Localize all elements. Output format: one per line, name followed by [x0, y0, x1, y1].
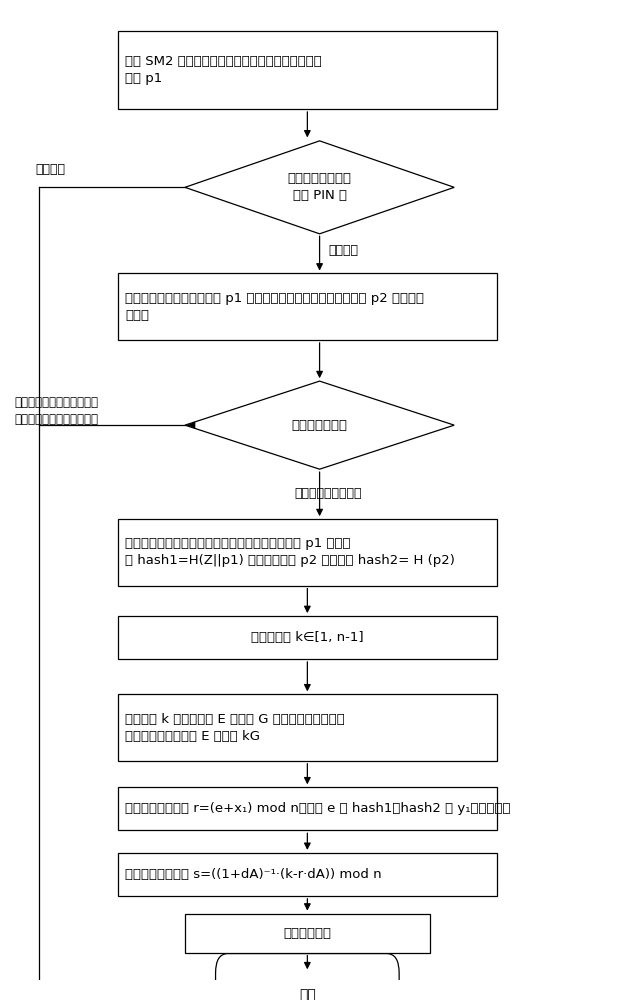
- Text: 输出签名结果: 输出签名结果: [283, 927, 331, 940]
- FancyBboxPatch shape: [216, 954, 399, 1000]
- FancyBboxPatch shape: [185, 914, 430, 953]
- FancyBboxPatch shape: [117, 519, 497, 586]
- FancyBboxPatch shape: [117, 31, 497, 109]
- Text: 检测到确认按键信号: 检测到确认按键信号: [294, 487, 362, 500]
- Polygon shape: [185, 381, 454, 469]
- Text: 数字签名装置计算 r=(e+x₁) mod n，其中 e 为 hash1、hash2 和 y₁的线性组合: 数字签名装置计算 r=(e+x₁) mod n，其中 e 为 hash1、has…: [125, 802, 510, 815]
- Text: 数字签名装置验证
用户 PIN 码: 数字签名装置验证 用户 PIN 码: [287, 172, 352, 202]
- Text: 结束: 结束: [299, 988, 316, 1000]
- Text: 验证通过: 验证通过: [329, 244, 359, 257]
- Text: 利用哈希算法分别计算该用户银行交易信息的报文 p1 的哈希
值 hash1=H(Z||p1) 以及交易信息 p2 的哈希值 hash2= H (p2): 利用哈希算法分别计算该用户银行交易信息的报文 p1 的哈希 值 hash1=H(…: [125, 537, 455, 567]
- Text: 是否接收到信号: 是否接收到信号: [292, 419, 347, 432]
- Text: 验证失败: 验证失败: [35, 163, 65, 176]
- Text: 生成随机数 k∈[1, n-1]: 生成随机数 k∈[1, n-1]: [251, 631, 363, 644]
- FancyBboxPatch shape: [117, 273, 497, 340]
- Text: 将随机数 k 与椭圆曲线 E 的基点 G 做椭圆曲线的点乘运
算，以得到椭圆曲线 E 上的点 kG: 将随机数 k 与椭圆曲线 E 的基点 G 做椭圆曲线的点乘运 算，以得到椭圆曲线…: [125, 713, 345, 743]
- FancyBboxPatch shape: [117, 787, 497, 830]
- Text: 接收 SM2 复核签名请求，请求中包含有交易信息的
报文 p1: 接收 SM2 复核签名请求，请求中包含有交易信息的 报文 p1: [125, 55, 322, 85]
- Text: 数字签名装置计算 s=((1+dA)⁻¹·(k-r·dA)) mod n: 数字签名装置计算 s=((1+dA)⁻¹·(k-r·dA)) mod n: [125, 868, 382, 881]
- FancyBboxPatch shape: [117, 616, 497, 659]
- Text: 数字签名装置对收到的报文 p1 进行解析，并将解析后的交易信息 p2 显示给用
户确认: 数字签名装置对收到的报文 p1 进行解析，并将解析后的交易信息 p2 显示给用 …: [125, 292, 424, 322]
- FancyBboxPatch shape: [117, 694, 497, 761]
- Polygon shape: [185, 141, 454, 234]
- Text: 检测到取消按键信号或者一
定时间内未检测到按键信号: 检测到取消按键信号或者一 定时间内未检测到按键信号: [15, 396, 99, 426]
- FancyBboxPatch shape: [117, 853, 497, 896]
